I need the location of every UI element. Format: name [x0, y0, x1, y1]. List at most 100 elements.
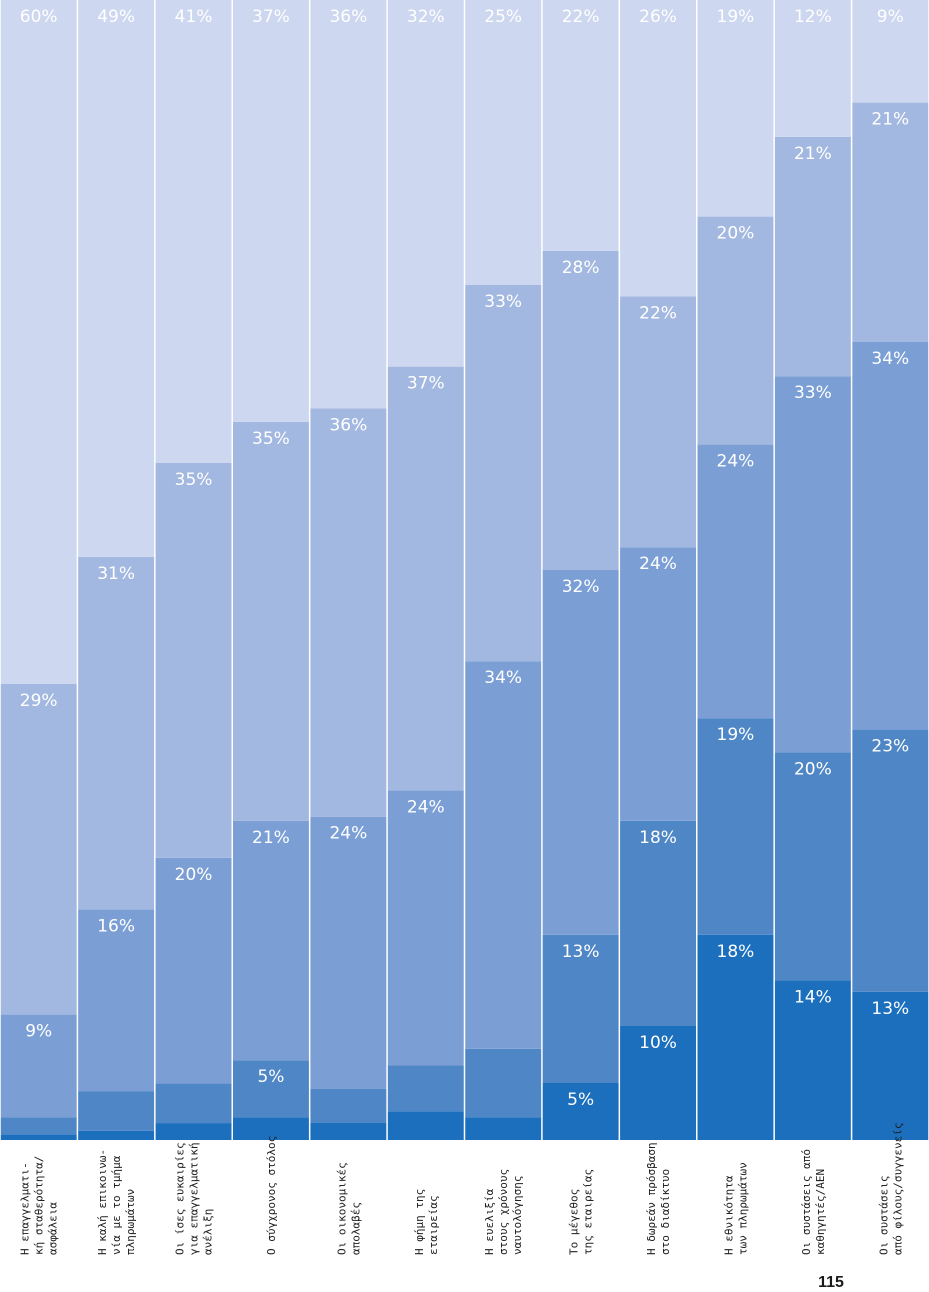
- category-label: Η επαγγελματι-κή σταθερότητα/ασφάλεια: [19, 1156, 60, 1255]
- category-label-line: στους χρόνους: [497, 1169, 510, 1255]
- category-label-line: της εταιρείας: [582, 1169, 595, 1255]
- data-label: 23%: [871, 737, 909, 757]
- category-label: Η εθνικότητα των πληρωμάτων: [722, 1162, 749, 1255]
- data-label: 24%: [717, 452, 755, 472]
- bar-segment: [0, 1117, 77, 1135]
- category-label-line: Η φήμη της: [413, 1189, 426, 1255]
- category-label-line: Οι οικονομικές: [335, 1162, 348, 1255]
- category-label-line: ασφάλεια: [47, 1202, 60, 1255]
- bar-column: 5% 21% 35% 37%: [233, 0, 309, 1140]
- category-label-line: Οι συστάσεις: [877, 1176, 890, 1255]
- data-label: 21%: [871, 110, 909, 130]
- category-label-line: απολαβές: [349, 1202, 362, 1255]
- data-label: 19%: [717, 725, 755, 745]
- data-label: 29%: [20, 691, 58, 711]
- category-label: Ο σύγχρονος στόλος: [265, 1136, 278, 1255]
- bar-column: 24% 37% 32%: [387, 0, 464, 1140]
- bar-segment: [774, 980, 851, 1140]
- data-label: 35%: [175, 470, 213, 490]
- data-label: 36%: [329, 7, 367, 27]
- bar-column: 34% 33% 25%: [465, 0, 542, 1140]
- category-label-line: των πληρωμάτων: [736, 1162, 749, 1255]
- bar-segment: [233, 1117, 309, 1140]
- data-label: 24%: [639, 554, 677, 574]
- data-label: 18%: [717, 942, 755, 962]
- bar-segment: [310, 1122, 387, 1140]
- bar-segment: [78, 1130, 155, 1140]
- bar-segment: [542, 1083, 619, 1140]
- data-label: 20%: [175, 865, 213, 885]
- bar-segment: [697, 0, 774, 217]
- category-label-line: Η καλή επικοινω-: [96, 1149, 109, 1255]
- bar-segment: [155, 462, 232, 858]
- data-label: 34%: [871, 349, 909, 369]
- bar-segment: [310, 0, 387, 409]
- category-label-line: εταιρείας: [427, 1195, 440, 1255]
- category-label: Η ευελιξία στους χρόνους ναυτολόγησης: [483, 1169, 524, 1255]
- category-label-line: ναυτολόγησης: [511, 1176, 524, 1255]
- category-label-line: καθηγητές/ΑΕΝ: [814, 1169, 827, 1255]
- data-label: 20%: [794, 759, 832, 779]
- bar-column: 9% 29% 60%: [0, 0, 77, 1140]
- bar-segment: [852, 342, 929, 730]
- data-label: 14%: [794, 987, 832, 1007]
- data-label: 32%: [407, 7, 445, 27]
- bar-segment: [697, 444, 774, 719]
- bar-segment: [697, 718, 774, 935]
- category-label-line: Οι ίσες ευκαιρίες: [174, 1142, 187, 1255]
- bar-segment: [78, 1091, 155, 1131]
- bar-column: 20% 35% 41%: [155, 0, 232, 1140]
- data-label: 18%: [639, 828, 677, 848]
- data-label: 24%: [407, 798, 445, 818]
- bar-segment: [465, 0, 542, 285]
- category-label-line: στο διαδίκτυο: [659, 1169, 672, 1255]
- data-label: 16%: [97, 916, 135, 936]
- bar-segment: [620, 547, 696, 821]
- category-label: Οι ίσες ευκαιρίες για επαγγελματική ανέλιξ…: [174, 1142, 215, 1255]
- bar-segment: [233, 820, 309, 1061]
- category-label-line: νία με το τμήμα: [110, 1155, 123, 1255]
- data-label: 28%: [562, 258, 600, 278]
- data-label: 32%: [562, 577, 600, 597]
- category-label-line: για επαγγελματική: [188, 1142, 201, 1255]
- data-label: 21%: [252, 828, 290, 848]
- data-label: 22%: [562, 7, 600, 27]
- bar-segment: [0, 1134, 77, 1140]
- bar-segment: [852, 0, 929, 103]
- bar-segment: [620, 820, 696, 1026]
- bar-segment: [310, 816, 387, 1089]
- bar-segment: [233, 421, 309, 821]
- bar-segment: [387, 1111, 464, 1140]
- bar-segment: [78, 0, 155, 557]
- bar-segment: [387, 1065, 464, 1112]
- bar-segment: [774, 376, 851, 753]
- data-label: 5%: [257, 1067, 284, 1087]
- category-label: Οι οικονομικές απολαβές: [335, 1162, 362, 1255]
- bar-segment: [387, 0, 464, 367]
- category-label-line: Η επαγγελματι-: [19, 1162, 32, 1255]
- bar-segment: [542, 934, 619, 1083]
- data-label: 41%: [175, 7, 213, 27]
- bar-segment: [465, 1048, 542, 1118]
- bar-column: 24% 36% 36%: [310, 0, 387, 1140]
- category-label-line: από φίλους/συγγενείς: [891, 1123, 904, 1255]
- bar-segment: [233, 1060, 309, 1118]
- bar-segment: [620, 296, 696, 548]
- category-label-line: πληρωμάτων: [124, 1189, 137, 1255]
- data-label: 25%: [484, 7, 522, 27]
- bar-segment: [0, 684, 77, 1015]
- bar-segment: [155, 0, 232, 463]
- bar-column: 10% 18% 24% 22% 26%: [620, 0, 696, 1140]
- bar-segment: [310, 408, 387, 817]
- data-label: 9%: [25, 1022, 52, 1042]
- bar-segment: [852, 729, 929, 992]
- bar-segment: [155, 1083, 232, 1124]
- bar-segment: [620, 1026, 696, 1140]
- category-label: Οι συστάσεις από καθηγητές/ΑΕΝ: [800, 1149, 827, 1255]
- data-label: 10%: [639, 1033, 677, 1053]
- bar-segment: [155, 857, 232, 1084]
- bar-segment: [774, 0, 851, 137]
- bar-segment: [852, 102, 929, 342]
- category-label: Το μέγεθος της εταιρείας: [568, 1169, 595, 1255]
